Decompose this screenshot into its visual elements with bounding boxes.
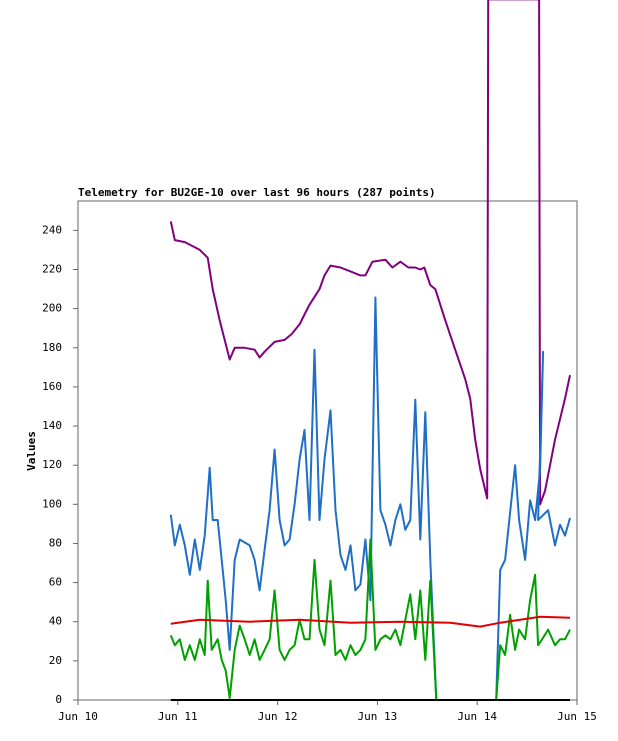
y-axis-label: Values bbox=[25, 431, 38, 471]
y-tick-label: 220 bbox=[42, 262, 62, 275]
x-tick-label: Jun 10 bbox=[58, 710, 98, 723]
y-tick-label: 120 bbox=[42, 458, 62, 471]
series-line bbox=[169, 0, 571, 506]
x-tick-label: Jun 14 bbox=[457, 710, 497, 723]
y-tick-label: 200 bbox=[42, 302, 62, 315]
y-tick-label: 0 bbox=[55, 693, 62, 706]
y-tick-label: 160 bbox=[42, 380, 62, 393]
y-tick-label: 60 bbox=[49, 576, 62, 589]
series-line bbox=[169, 538, 571, 701]
series-line bbox=[170, 615, 571, 628]
y-tick-label: 180 bbox=[42, 341, 62, 354]
series-line bbox=[169, 296, 571, 701]
y-tick-label: 240 bbox=[42, 223, 62, 236]
x-tick-label: Jun 15 bbox=[557, 710, 597, 723]
y-tick-label: 20 bbox=[49, 654, 62, 667]
y-tick-label: 80 bbox=[49, 536, 62, 549]
x-tick-label: Jun 13 bbox=[358, 710, 398, 723]
plot-frame bbox=[77, 200, 578, 701]
y-tick-label: 100 bbox=[42, 497, 62, 510]
chart-title: Telemetry for BU2GE-10 over last 96 hour… bbox=[78, 186, 436, 199]
y-tick-label: 40 bbox=[49, 615, 62, 628]
x-tick-label: Jun 12 bbox=[258, 710, 298, 723]
y-tick-label: 140 bbox=[42, 419, 62, 432]
x-tick-label: Jun 11 bbox=[158, 710, 198, 723]
